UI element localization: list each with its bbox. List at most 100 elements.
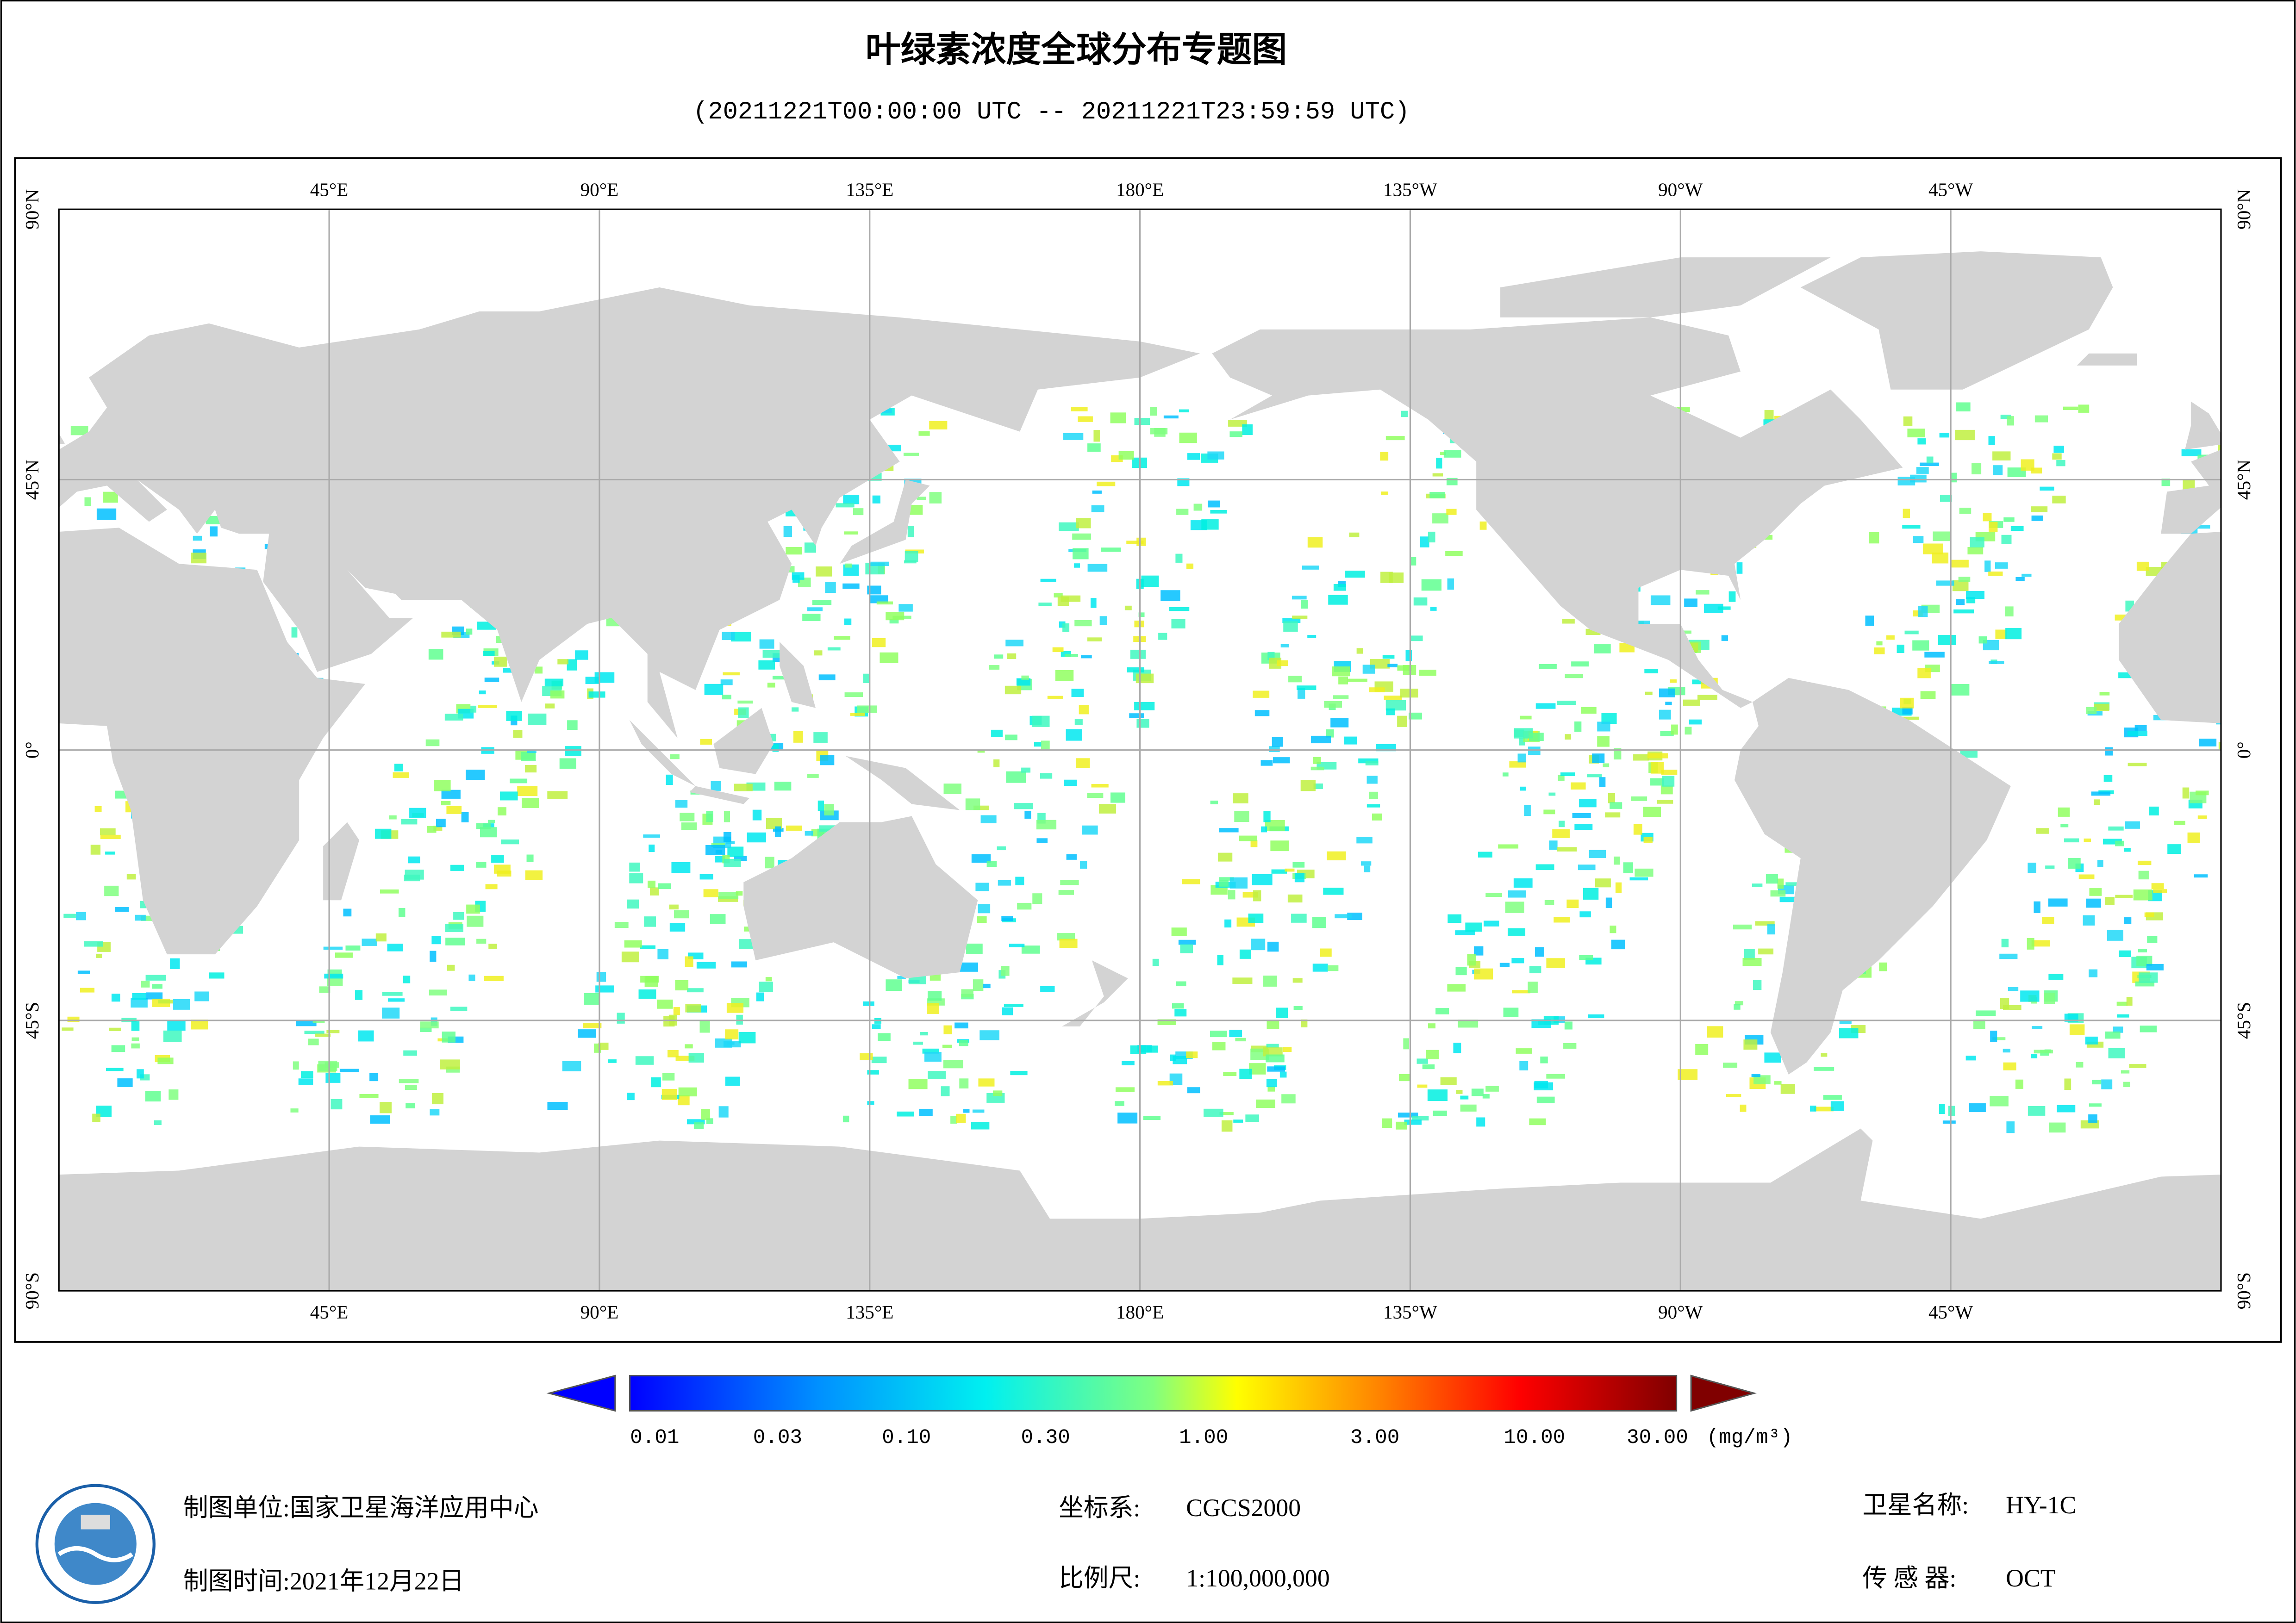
chlorophyll-pixel <box>446 806 462 814</box>
chlorophyll-pixel <box>786 547 802 555</box>
chlorophyll-pixel <box>1272 737 1283 747</box>
chlorophyll-pixel <box>1040 773 1053 779</box>
chlorophyll-pixel <box>1302 566 1319 570</box>
chlorophyll-pixel <box>1578 864 1596 871</box>
chlorophyll-pixel <box>2091 1080 2102 1085</box>
chlorophyll-pixel <box>2008 987 2019 991</box>
chlorophyll-pixel <box>1926 456 1934 464</box>
chlorophyll-pixel <box>547 1101 568 1110</box>
chlorophyll-pixel <box>1516 1048 1532 1054</box>
chlorophyll-pixel <box>950 1116 957 1124</box>
chlorophyll-pixel <box>1417 1084 1428 1088</box>
chlorophyll-pixel <box>1967 547 1984 554</box>
chlorophyll-pixel <box>1057 597 1069 606</box>
chlorophyll-pixel <box>624 940 642 948</box>
chlorophyll-pixel <box>1204 1108 1223 1117</box>
chlorophyll-pixel <box>1422 1064 1435 1070</box>
chlorophyll-pixel <box>1717 606 1731 610</box>
colorbar-tick-label: 30.00 <box>1627 1426 1688 1449</box>
chlorophyll-pixel <box>1212 1042 1226 1051</box>
chlorophyll-pixel <box>706 811 713 822</box>
chlorophyll-pixel <box>1267 1066 1285 1072</box>
chlorophyll-pixel <box>1574 721 1582 732</box>
chlorophyll-pixel <box>872 638 886 647</box>
chlorophyll-pixel <box>2076 1062 2084 1068</box>
chlorophyll-pixel <box>1999 953 2018 959</box>
scale: 1:100,000,000 <box>1186 1564 1330 1592</box>
chlorophyll-pixel <box>2032 1026 2043 1029</box>
chlorophyll-pixel <box>711 781 721 791</box>
chlorophyll-pixel <box>67 1016 80 1022</box>
chlorophyll-pixel <box>1420 536 1429 547</box>
chlorophyll-pixel <box>152 984 162 989</box>
chlorophyll-pixel <box>1058 890 1074 895</box>
chlorophyll-pixel <box>1920 462 1939 466</box>
chlorophyll-pixel <box>1428 1023 1436 1029</box>
chlorophyll-pixel <box>389 815 397 820</box>
chlorophyll-pixel <box>1659 709 1671 720</box>
chlorophyll-pixel <box>1385 436 1405 441</box>
chlorophyll-pixel <box>359 1094 379 1098</box>
chlorophyll-pixel <box>1560 772 1575 776</box>
chlorophyll-pixel <box>324 973 343 979</box>
chlorophyll-pixel <box>1256 1099 1275 1108</box>
chlorophyll-pixel <box>137 1069 144 1079</box>
chlorophyll-pixel <box>703 889 718 897</box>
chlorophyll-pixel <box>1446 509 1457 515</box>
chlorophyll-pixel <box>1344 736 1357 745</box>
chlorophyll-pixel <box>1134 418 1150 425</box>
chlorophyll-pixel <box>300 1071 313 1078</box>
chlorophyll-pixel <box>92 1113 100 1122</box>
chlorophyll-pixel <box>100 828 116 835</box>
chlorophyll-pixel <box>131 998 148 1008</box>
chlorophyll-pixel <box>2086 898 2101 908</box>
chlorophyll-pixel <box>1007 653 1017 659</box>
chlorophyll-pixel <box>510 778 528 784</box>
chlorophyll-pixel <box>2052 453 2062 460</box>
chlorophyll-pixel <box>1429 492 1445 498</box>
chlorophyll-pixel <box>1229 877 1248 889</box>
chlorophyll-pixel <box>1207 451 1224 460</box>
chlorophyll-pixel <box>658 883 671 889</box>
chlorophyll-pixel <box>1324 701 1342 708</box>
chlorophyll-pixel <box>428 649 443 660</box>
chlorophyll-pixel <box>2140 1026 2157 1032</box>
chlorophyll-pixel <box>1228 890 1235 900</box>
chlorophyll-pixel <box>1016 678 1031 686</box>
chlorophyll-pixel <box>1312 964 1328 972</box>
chlorophyll-pixel <box>1548 792 1556 796</box>
chlorophyll-pixel <box>1242 424 1253 435</box>
chlorophyll-pixel <box>1546 958 1566 968</box>
chlorophyll-pixel <box>2058 807 2070 817</box>
chlorophyll-pixel <box>1283 621 1298 632</box>
chlorophyll-pixel <box>1918 606 1928 617</box>
chlorophyll-pixel <box>1382 1118 1392 1128</box>
chlorophyll-pixel <box>1565 734 1572 740</box>
chlorophyll-pixel <box>323 946 343 950</box>
chlorophyll-pixel <box>645 976 657 982</box>
chlorophyll-pixel <box>399 1079 419 1083</box>
chlorophyll-pixel <box>1136 719 1149 728</box>
chlorophyll-pixel <box>1266 1054 1285 1063</box>
chlorophyll-pixel <box>2060 824 2069 827</box>
chlorophyll-pixel <box>1285 868 1295 872</box>
chlorophyll-pixel <box>335 952 353 958</box>
chlorophyll-pixel <box>343 908 352 917</box>
chlorophyll-pixel <box>431 936 441 945</box>
chlorophyll-pixel <box>1300 780 1316 791</box>
chlorophyll-pixel <box>1611 939 1625 950</box>
chlorophyll-pixel <box>1650 595 1671 605</box>
chlorophyll-pixel <box>1080 861 1087 869</box>
lon-label: 45°W <box>1928 1301 1973 1323</box>
chlorophyll-pixel <box>476 823 491 829</box>
chlorophyll-pixel <box>141 981 150 988</box>
chlorophyll-pixel <box>1292 596 1307 600</box>
chlorophyll-pixel <box>154 1120 162 1126</box>
chlorophyll-pixel <box>1182 879 1200 884</box>
chlorophyll-pixel <box>1939 433 1950 438</box>
chlorophyll-pixel <box>1251 939 1266 951</box>
chlorophyll-pixel <box>2136 561 2149 571</box>
chlorophyll-pixel <box>1074 563 1080 568</box>
chlorophyll-pixel <box>850 713 865 716</box>
chlorophyll-pixel <box>433 826 443 831</box>
